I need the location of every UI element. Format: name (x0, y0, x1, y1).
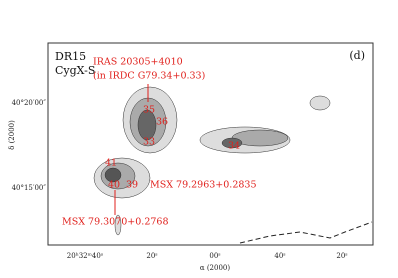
subtitle: CygX-S (55, 64, 95, 77)
survey-boundary (239, 221, 373, 244)
annotation: MSX 79.2963+0.2835 (150, 180, 257, 191)
source-label: 33 (143, 137, 155, 148)
x-tick-label: 20ˢ (336, 252, 348, 260)
x-axis-label: α (2000) (200, 264, 230, 272)
y-tick-label: 40°20′00″ (12, 99, 47, 107)
y-axis-label: δ (2000) (8, 120, 16, 150)
frame (47, 42, 374, 246)
x-tick-label: 20ʰ32ᵐ40ˢ (67, 252, 104, 260)
source-label: 35 (143, 105, 155, 116)
source-label: 41 (105, 158, 117, 169)
x-tick-label: 20ˢ (146, 252, 158, 260)
x-tick-label: 00ˢ (209, 252, 221, 260)
source-label: 36 (156, 117, 168, 128)
annotation: MSX 79.3070+0.2768 (62, 217, 169, 228)
panel-label: (d) (349, 49, 365, 62)
title: DR15 (55, 50, 86, 63)
x-tick-label: 40ˢ (274, 252, 286, 260)
contour-map (93, 86, 331, 236)
source-label: 40 (108, 180, 120, 191)
source-label: 34 (228, 141, 240, 152)
annotation: (in IRDC G79.34+0.33) (93, 71, 205, 82)
y-tick-label: 40°15′00″ (12, 184, 47, 192)
annotation: IRAS 20305+4010 (93, 57, 183, 68)
source-label: 39 (126, 180, 138, 191)
